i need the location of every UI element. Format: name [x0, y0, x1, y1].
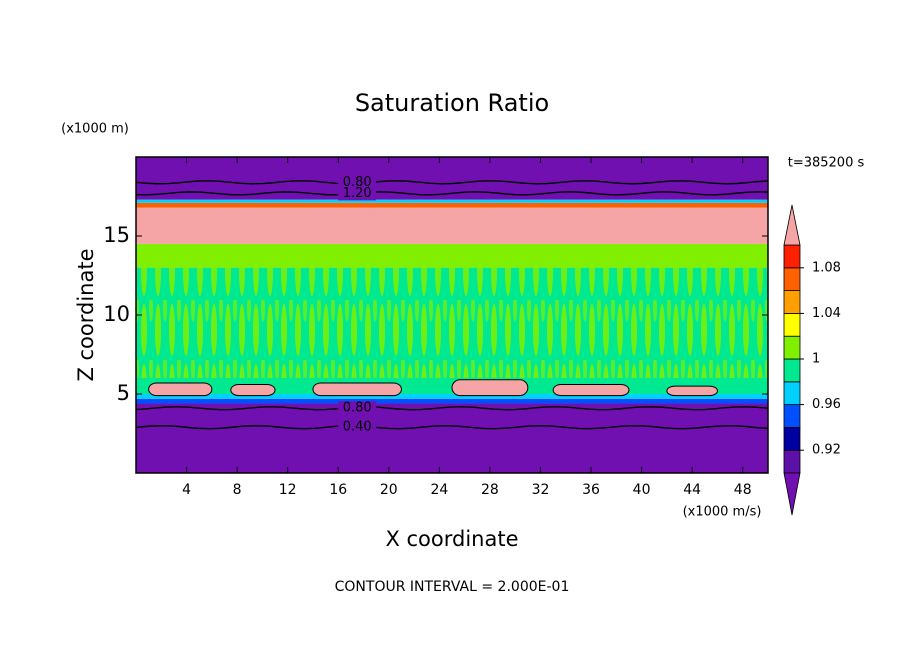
contour-label: 1.20 [343, 186, 372, 201]
chart-title: Saturation Ratio [355, 89, 549, 117]
field-layer [136, 199, 768, 203]
field-layer [136, 398, 768, 404]
colorbar-tick-label: 0.96 [812, 397, 841, 412]
contour-label: 0.80 [343, 401, 372, 416]
contour-line [135, 425, 769, 430]
y-tick-label: 10 [103, 302, 130, 326]
colorbar-tick-label: 1 [812, 352, 820, 367]
colorbar-box [783, 267, 801, 291]
cloud-patch [451, 379, 529, 397]
x-tick-label: 48 [734, 482, 752, 498]
contour-label-bg [338, 420, 377, 435]
colorbar-tick-label: 1.04 [812, 306, 841, 321]
y-tick-label: 15 [103, 223, 130, 247]
colorbar-over [783, 204, 801, 246]
cloud-patch [552, 384, 630, 397]
y-unit: (x1000 m) [61, 122, 129, 137]
x-tick-label: 32 [532, 482, 550, 498]
contour-line [135, 406, 769, 411]
x-tick-label: 8 [233, 482, 242, 498]
x-axis-label: X coordinate [385, 527, 518, 551]
field-layer [136, 403, 768, 473]
field-layer [136, 202, 768, 208]
colorbar-box [783, 244, 801, 269]
contour-label-bg [338, 186, 377, 201]
x-tick-label: 12 [279, 482, 297, 498]
y-tick-label: 5 [117, 381, 130, 405]
colorbar-box [783, 358, 801, 383]
contour-label-bg [338, 175, 377, 190]
overlay: 0.801.200.800.40 [135, 175, 769, 435]
contour-label: 0.80 [343, 175, 372, 190]
contour-label: 0.40 [343, 420, 372, 435]
colorbar-box [783, 335, 801, 360]
colorbar-tick-label: 1.08 [812, 260, 841, 275]
x-tick-label: 44 [683, 482, 701, 498]
x-tick-label: 4 [182, 482, 191, 498]
contour-line [135, 191, 769, 196]
colorbar-box [783, 381, 801, 405]
cloud-patch [666, 385, 718, 397]
cloud-patch [230, 384, 276, 397]
colorbar-box [783, 449, 801, 474]
x-tick-label: 36 [582, 482, 600, 498]
x-tick-label: 16 [329, 482, 347, 498]
contour-line [135, 180, 769, 185]
contour-label-bg [338, 401, 377, 416]
x-tick-label: 24 [430, 482, 448, 498]
footer: CONTOUR INTERVAL = 2.000E-01 [335, 579, 570, 595]
colorbar-box [783, 426, 801, 451]
texture [136, 253, 768, 378]
field-layer [136, 394, 768, 399]
colorbar-box [783, 290, 801, 314]
colorbar-under [783, 472, 801, 516]
y-axis-label: Z coordinate [74, 248, 98, 381]
cloud-patch [312, 382, 402, 397]
colorbar-box [783, 404, 801, 428]
x-unit: (x1000 m/s) [683, 505, 762, 520]
field-layer [136, 207, 768, 244]
colorbar-box [783, 312, 801, 337]
x-tick-label: 20 [380, 482, 398, 498]
x-tick-label: 28 [481, 482, 499, 498]
x-tick-label: 40 [633, 482, 651, 498]
cloud-patch [148, 382, 213, 397]
colorbar-tick-label: 0.92 [812, 443, 841, 458]
time-label: t=385200 s [788, 156, 865, 171]
